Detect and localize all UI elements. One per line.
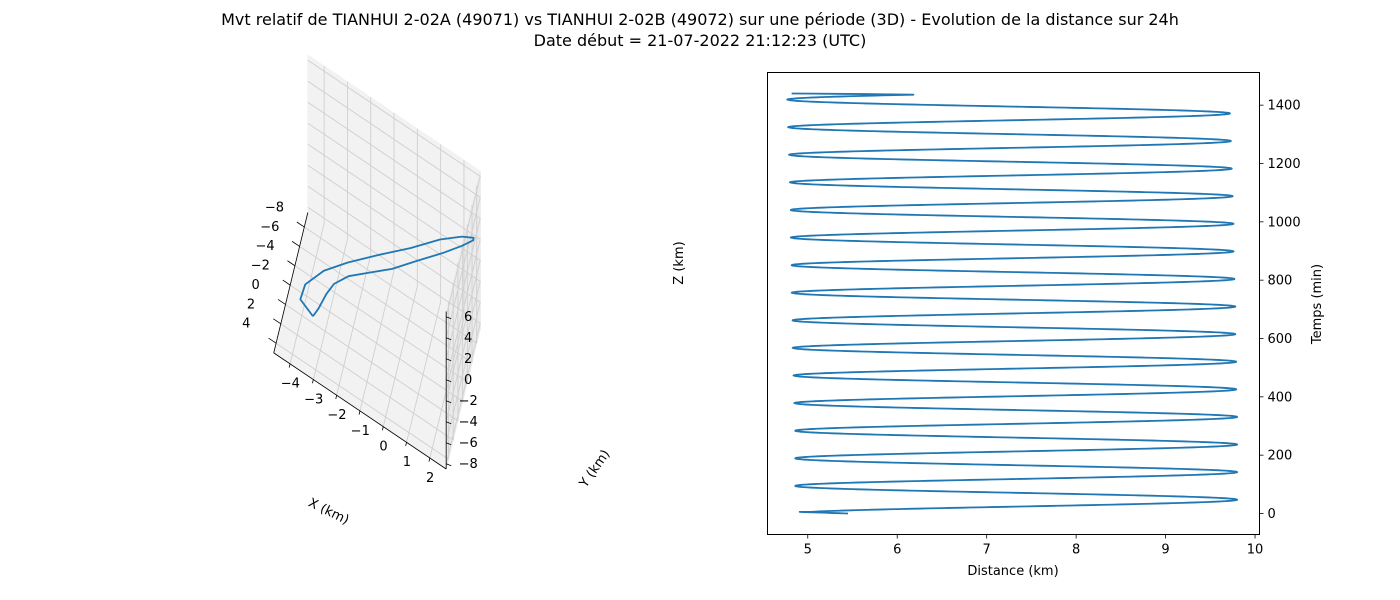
y-tick-label: 1400 [1268,99,1301,114]
figure-title-line-1: Mvt relatif de TIANHUI 2-02A (49071) vs … [221,10,1179,29]
z-tick-label: −6 [459,436,478,451]
x-tick-label: 7 [983,543,991,558]
grid-line [307,143,481,261]
tick-mark [446,337,452,341]
grid-line [429,317,465,459]
grid-line [445,302,481,443]
figure-title: Mvt relatif de TIANHUI 2-02A (49071) vs … [0,9,1400,51]
grid-line [382,286,418,427]
x-tick-label: 10 [1247,543,1264,558]
ticks-group: 5 6 7 8 9 10 0 200 400 600 800 1000 1200 1400 [804,99,1301,558]
tick-mark [312,379,314,384]
grid-line [359,270,395,412]
tick-mark [287,260,296,267]
tick-mark [446,463,452,467]
x-tick-label: 4 [242,317,250,332]
grid-line [307,101,481,219]
tick-mark [381,426,384,431]
tick-mark [282,279,291,286]
x-tick-label: 8 [1072,543,1080,558]
tick-mark [296,221,305,228]
y-tick-label: 2 [426,471,434,486]
y-tick-label: −3 [304,392,323,407]
tick-mark [446,379,452,383]
series-group [786,92,1239,515]
x-axis-line [273,212,309,353]
tick-mark [358,410,361,415]
x-tick-label: −4 [255,239,274,254]
grid-line [307,206,481,324]
x-tick-label: −8 [265,200,284,215]
grid-line [445,323,481,464]
y-tick-label: 0 [379,439,387,454]
grid-line [445,176,481,317]
y-tick-label: 400 [1268,390,1293,405]
x-tick-label: −6 [260,220,279,235]
grid-line [336,254,372,396]
grid-line [312,239,348,380]
x-tick-label: 9 [1161,543,1169,558]
y-axis-label: Temps (min) [1310,264,1325,345]
grid-line [307,80,481,198]
grid-line [445,218,481,359]
z-tick-label: 4 [464,331,472,346]
x-tick-label: −2 [251,259,270,274]
x-tick-label: 0 [252,278,260,293]
grid-line [307,164,481,282]
tick-mark [273,318,282,325]
tick-mark [405,442,407,447]
grid-line [307,185,481,303]
tick-mark [277,299,286,305]
z-axis-label: Z (km) [672,241,687,284]
y-tick-label: 1 [403,455,411,470]
z-tick-label: 0 [464,373,472,388]
tick-mark [268,337,277,344]
z-tick-label: 6 [464,310,472,325]
tick-mark [291,241,300,247]
y-tick-label: 1200 [1268,157,1301,172]
y-tick-label: 200 [1268,449,1293,464]
grid-line [445,239,481,380]
y-tick-label: −2 [327,408,346,423]
tick-mark [446,358,452,362]
grid-line [445,260,481,401]
trajectory-line [299,235,475,317]
tick-mark [446,316,452,320]
distance-line [786,92,1239,515]
y-tick-label: 800 [1268,274,1293,289]
x-axis-label: Distance (km) [967,564,1058,579]
y-tick-label: 1000 [1268,215,1301,230]
grid-line [307,122,481,240]
x-tick-label: 5 [804,543,812,558]
figure-title-line-2: Date début = 21-07-2022 21:12:23 (UTC) [533,31,867,50]
y-tick-label: 0 [1268,507,1276,522]
z-tick-label: 2 [464,352,472,367]
tick-mark [428,457,431,462]
tick-mark [446,421,452,425]
tick-mark [335,395,338,400]
tick-mark [288,363,291,368]
grid-line [406,301,442,443]
plot-frame [767,72,1260,535]
x-tick-label: 2 [247,297,255,312]
y-tick-label: −1 [351,424,370,439]
z-tick-label: −2 [459,394,478,409]
tick-mark [446,400,452,404]
grid-line [445,197,481,338]
series-group [299,235,475,317]
y-tick-label: 600 [1268,332,1293,347]
tick-mark [446,442,452,446]
y-tick-label: −4 [281,377,300,392]
grid-line [307,59,481,177]
grid-line [445,281,481,422]
z-tick-label: −4 [459,415,478,430]
x-tick-label: 6 [893,543,901,558]
grid-line [289,223,325,364]
z-tick-label: −8 [459,457,478,472]
